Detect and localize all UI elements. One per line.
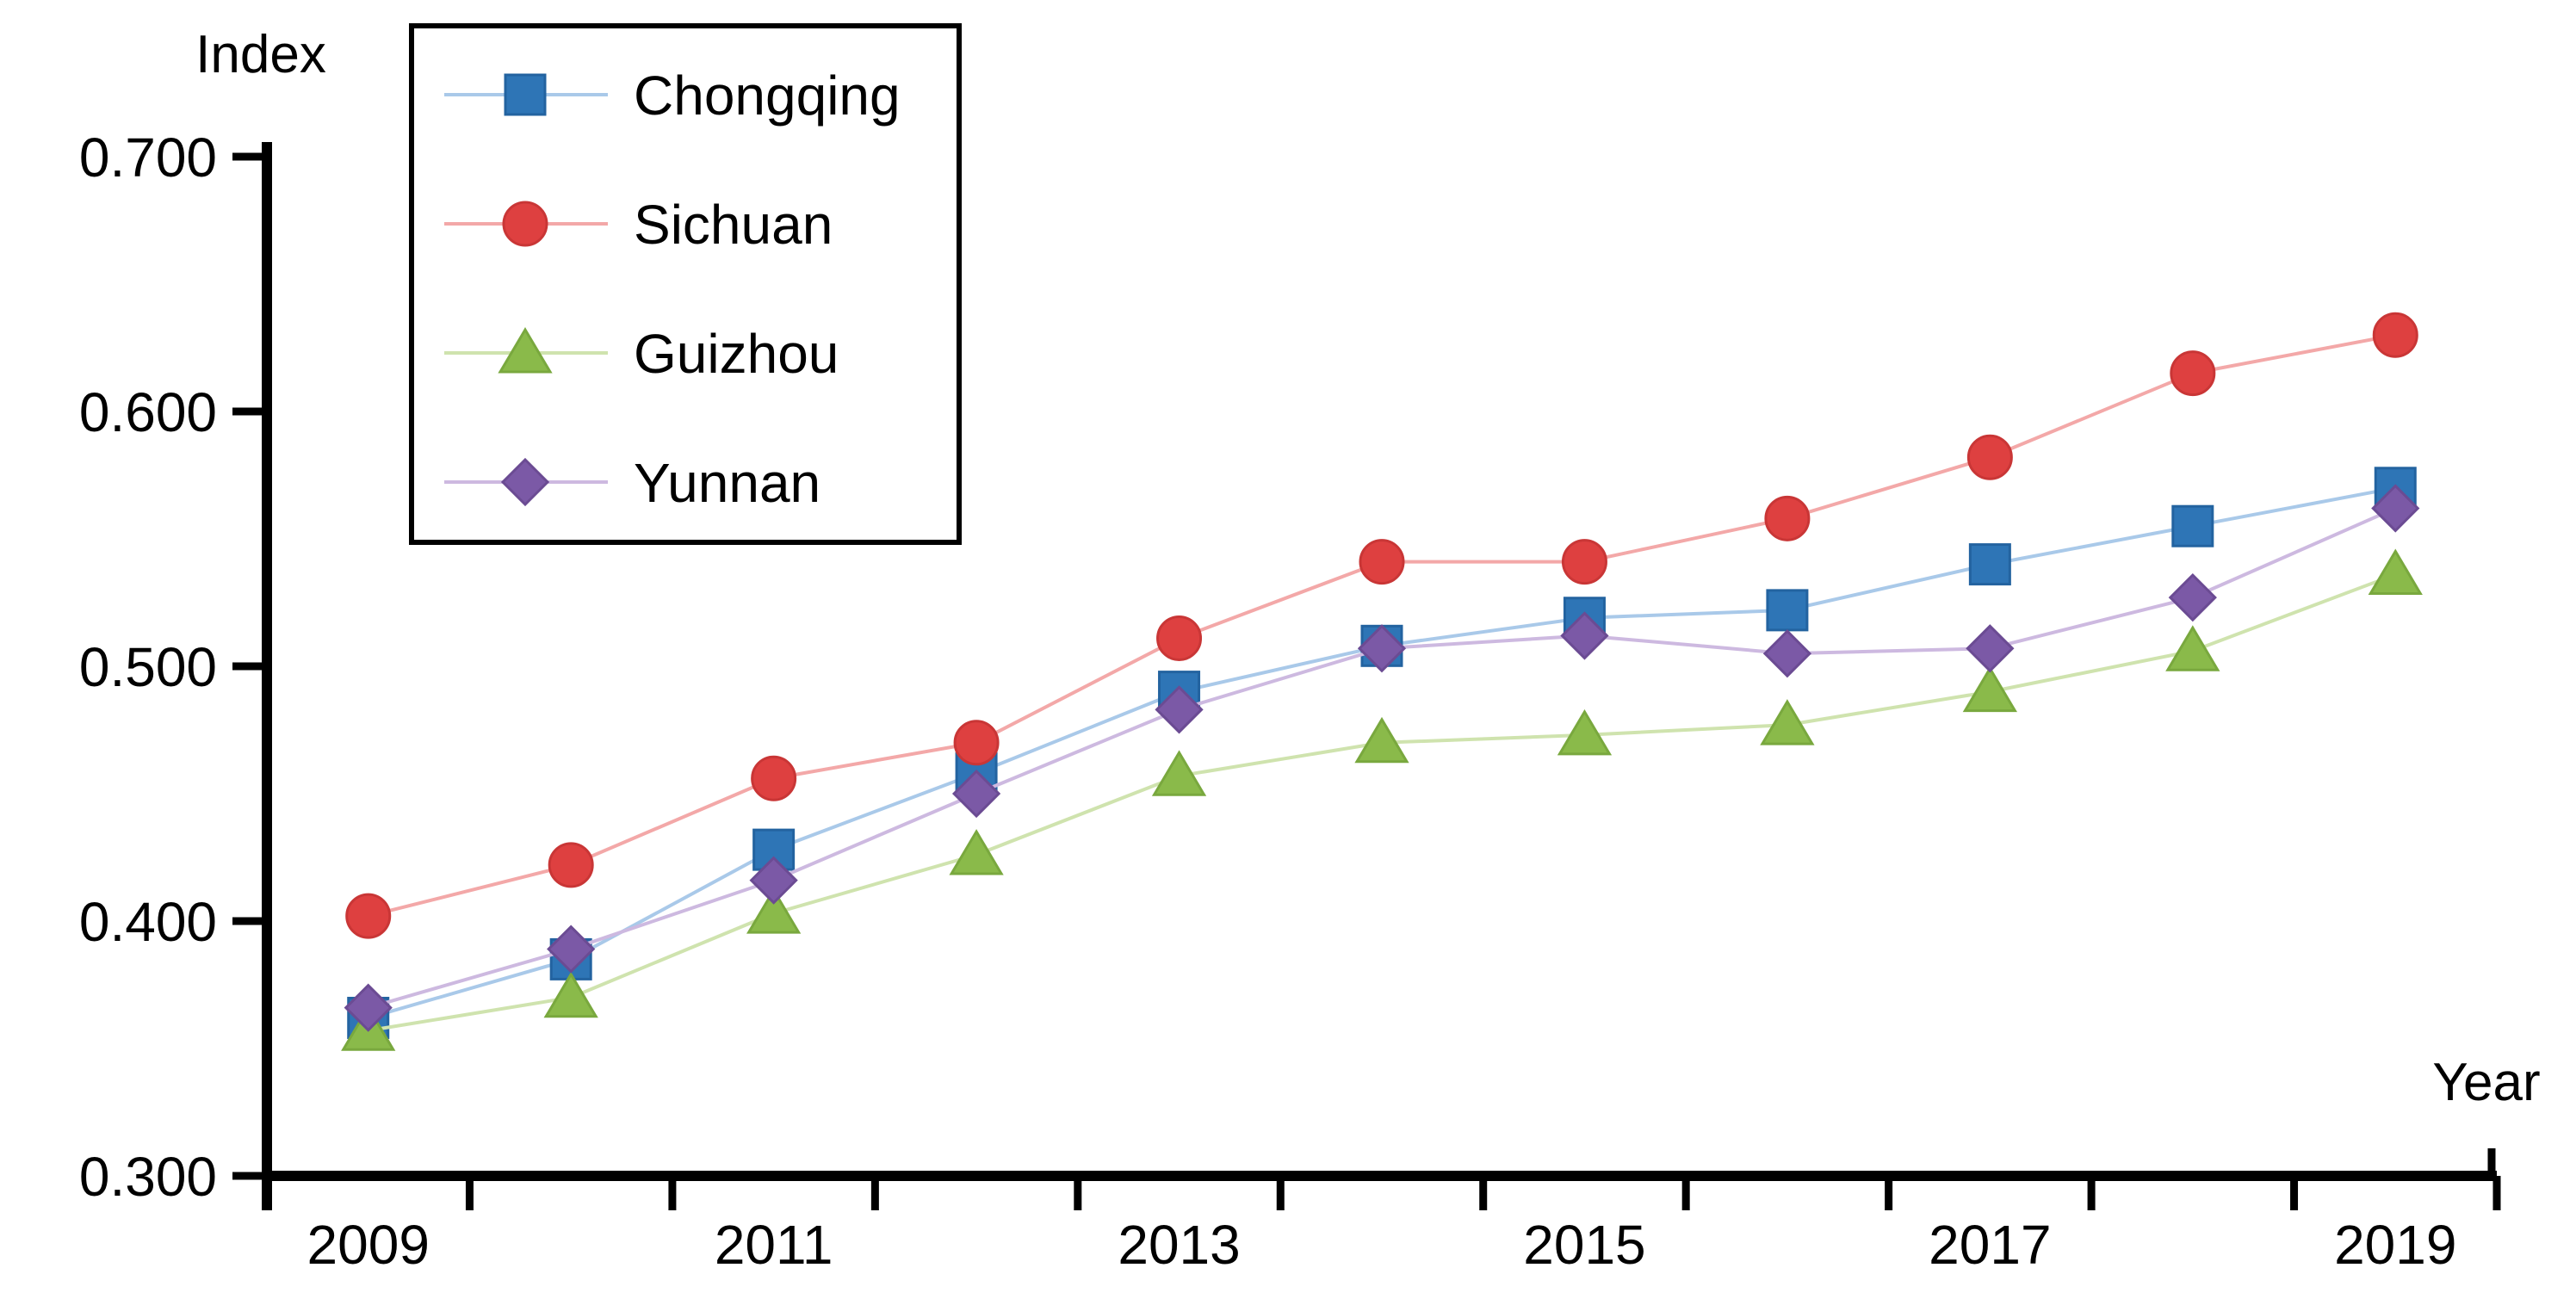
series-yunnan <box>344 484 2420 1032</box>
data-point-sichuan-2017 <box>1966 434 2013 480</box>
legend-box <box>409 23 962 545</box>
y-tick-label: 0.400 <box>79 891 217 953</box>
legend-label-guizhou: Guizhou <box>634 323 839 385</box>
data-point-guizhou-2019 <box>2368 548 2423 595</box>
data-point-yunnan-2009 <box>344 983 393 1032</box>
legend-label-chongqing: Chongqing <box>634 65 901 127</box>
legend-item-chongqing: Chongqing <box>444 65 901 127</box>
data-point-chongqing-2017 <box>1968 543 2011 586</box>
legend-item-yunnan: Yunnan <box>444 452 820 514</box>
data-point-yunnan-2012 <box>951 769 1001 819</box>
data-point-yunnan-2015 <box>1560 611 1609 660</box>
data-point-yunnan-2014 <box>1357 624 1407 673</box>
data-point-yunnan-2010 <box>547 925 596 974</box>
series-guizhou <box>341 548 2423 1051</box>
data-point-guizhou-2013 <box>1151 750 1207 796</box>
x-tick-label: 2017 <box>1929 1214 2051 1276</box>
x-axis-title: Year <box>2432 1053 2540 1112</box>
data-point-guizhou-2016 <box>1760 699 1815 745</box>
series-group <box>341 312 2423 1051</box>
legend: Chongqing Sichuan Guizhou Yunnan <box>409 23 962 545</box>
data-point-guizhou-2017 <box>1962 665 2017 713</box>
data-point-sichuan-2011 <box>751 755 797 801</box>
data-point-sichuan-2013 <box>1156 615 1203 661</box>
data-point-guizhou-2011 <box>746 888 802 934</box>
data-point-chongqing-2016 <box>1766 589 1809 632</box>
x-tick-label: 2013 <box>1118 1214 1240 1276</box>
y-tick-label: 0.600 <box>79 381 217 443</box>
legend-item-guizhou: Guizhou <box>444 323 839 385</box>
data-point-guizhou-2012 <box>949 829 1004 875</box>
y-tick-label: 0.700 <box>79 127 217 189</box>
data-point-guizhou-2015 <box>1557 708 1613 756</box>
data-point-yunnan-2011 <box>749 856 798 905</box>
data-point-sichuan-2018 <box>2170 350 2216 397</box>
data-point-sichuan-2019 <box>2372 312 2418 358</box>
data-point-sichuan-2009 <box>345 893 392 939</box>
data-point-chongqing-2018 <box>2171 504 2214 547</box>
data-point-sichuan-2014 <box>1359 539 1405 585</box>
series-sichuan <box>345 312 2418 939</box>
data-point-yunnan-2019 <box>2371 484 2420 533</box>
x-tick-label: 2011 <box>715 1214 833 1276</box>
axes: 0.700 0.600 0.500 0.400 0.300 2009 2011 2013 201… <box>79 127 2501 1276</box>
y-tick-label: 0.300 <box>79 1146 217 1208</box>
data-point-sichuan-2010 <box>548 842 594 888</box>
legend-marker-chongqing <box>504 73 547 116</box>
data-point-guizhou-2018 <box>2165 625 2220 671</box>
legend-item-sichuan: Sichuan <box>444 194 833 256</box>
data-point-guizhou-2014 <box>1354 716 1409 764</box>
data-point-yunnan-2018 <box>2168 572 2217 622</box>
legend-marker-guizhou <box>498 327 553 374</box>
data-point-guizhou-2010 <box>543 971 598 1018</box>
data-point-sichuan-2012 <box>953 720 1000 766</box>
y-tick-label: 0.500 <box>79 636 217 698</box>
data-point-yunnan-2013 <box>1155 685 1204 734</box>
data-point-yunnan-2016 <box>1762 629 1812 678</box>
data-point-yunnan-2017 <box>1966 624 2015 673</box>
legend-marker-yunnan <box>500 457 550 507</box>
x-tick-label: 2009 <box>307 1214 430 1276</box>
x-tick-label: 2015 <box>1523 1214 1645 1276</box>
data-point-sichuan-2015 <box>1561 539 1607 585</box>
y-axis-title: Index <box>195 25 326 84</box>
legend-label-sichuan: Sichuan <box>634 194 833 256</box>
legend-marker-sichuan <box>502 201 548 247</box>
x-tick-label: 2019 <box>2334 1214 2456 1276</box>
data-point-sichuan-2016 <box>1764 495 1811 541</box>
legend-label-yunnan: Yunnan <box>634 452 820 514</box>
